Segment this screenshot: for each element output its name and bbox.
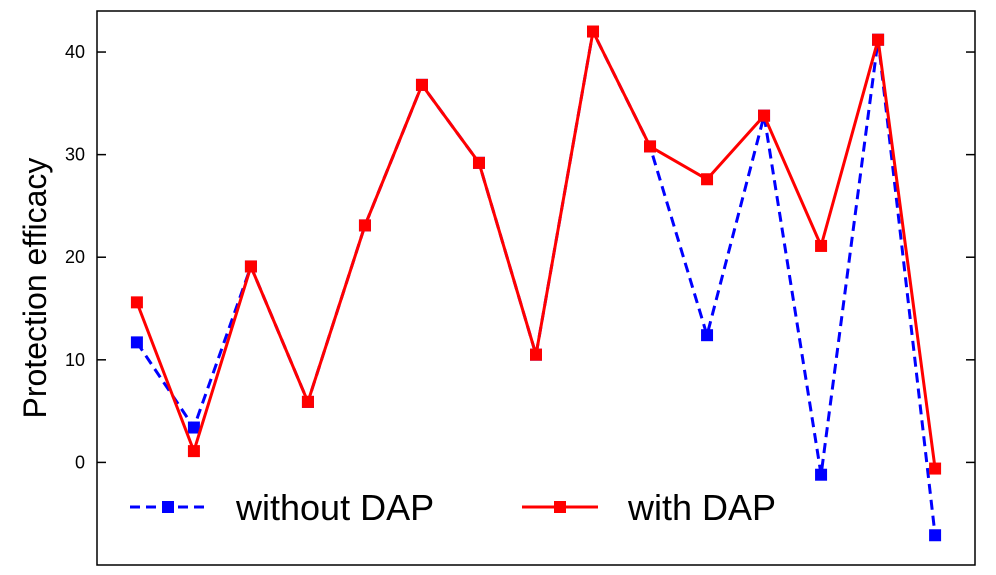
y-tick-label-0: 0	[75, 452, 85, 472]
series-0	[130, 25, 942, 542]
series-1-point-3	[301, 395, 314, 408]
series-1-point-7	[530, 348, 542, 361]
series-1-point-4	[358, 219, 371, 232]
series-1-point-14	[929, 462, 942, 475]
series-1-point-10	[701, 173, 714, 186]
series-1-point-1	[187, 445, 200, 458]
plot-frame	[96, 10, 976, 566]
y-tick-label-1: 10	[65, 350, 85, 370]
legend-label-0: without DAP	[235, 487, 434, 528]
y-tick-label-3: 30	[65, 145, 85, 165]
y-axis-title: Protection efficacy	[17, 158, 53, 419]
series-1-point-13	[872, 33, 885, 46]
series-1-point-2	[244, 260, 257, 273]
y-axis: 0 10 20 30 40	[65, 42, 975, 472]
y-tick-label-2: 20	[65, 247, 85, 267]
series-1-point-6	[472, 156, 485, 169]
series-1-point-8	[587, 25, 600, 38]
legend-label-1: with DAP	[627, 487, 776, 528]
series-0-point-12	[815, 468, 828, 481]
y-tick-label-4: 40	[65, 42, 85, 62]
series-0-point-10	[701, 329, 714, 342]
series-1-point-5	[415, 78, 428, 91]
series-1	[130, 25, 942, 475]
series-1-point-0	[130, 296, 143, 309]
series-0-point-14	[929, 529, 942, 542]
legend-marker-0	[162, 501, 174, 513]
series-1-point-12	[815, 239, 828, 252]
legend-marker-1	[554, 501, 566, 513]
series-0-point-0	[130, 336, 143, 349]
series-0-point-1	[187, 421, 200, 434]
legend: without DAP with DAP	[130, 487, 776, 528]
series-1-point-9	[644, 140, 657, 153]
series-1-point-11	[758, 109, 771, 122]
series-layer	[130, 25, 942, 542]
